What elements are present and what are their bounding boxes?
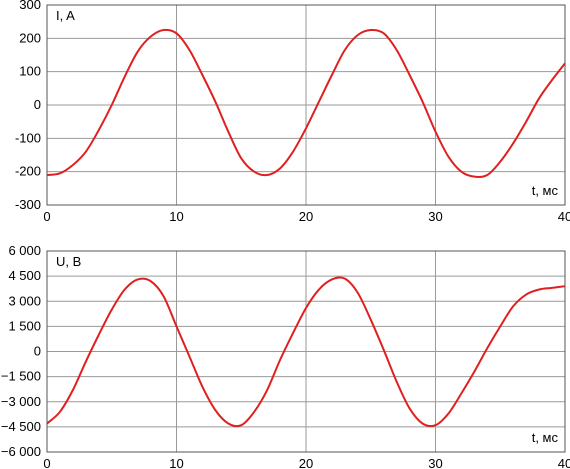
x-tick-label: 30 <box>428 209 442 224</box>
x-tick-label: 20 <box>299 209 313 224</box>
series-line <box>46 276 566 428</box>
y-tick-label: 100 <box>19 64 41 79</box>
y-axis-label: U, В <box>56 254 81 269</box>
y-tick-label: 4 500 <box>8 268 41 283</box>
y-tick-label: −3 000 <box>1 394 41 409</box>
x-tick-label: 20 <box>299 456 313 469</box>
x-axis-label: t, мс <box>532 430 559 445</box>
series-line <box>46 28 566 179</box>
voltage-chart-panel: 6 000 4 500 3 000 1 500 0 −1 500 −3 000 −4 500 −… <box>1 243 570 469</box>
y-tick-label: 0 <box>34 97 41 112</box>
x-tick-label: 40 <box>558 456 570 469</box>
x-tick-label: 10 <box>169 456 183 469</box>
plot-frame <box>46 250 566 453</box>
x-tick-label: 0 <box>43 456 50 469</box>
y-tick-label: -300 <box>15 197 41 212</box>
y-axis-label: I, A <box>56 8 75 23</box>
y-tick-label: 6 000 <box>8 243 41 258</box>
y-tick-label: −1 500 <box>1 369 41 384</box>
y-tick-label: 200 <box>19 30 41 45</box>
x-tick-label: 30 <box>428 456 442 469</box>
y-tick-label: −6 000 <box>1 444 41 459</box>
y-tick-label: 300 <box>19 0 41 12</box>
x-tick-label: 40 <box>558 209 570 224</box>
y-tick-label: 1 500 <box>8 318 41 333</box>
x-tick-label: 10 <box>169 209 183 224</box>
y-tick-label: 3 000 <box>8 293 41 308</box>
x-tick-label: 0 <box>43 209 50 224</box>
y-tick-label: 0 <box>34 344 41 359</box>
y-tick-label: −4 500 <box>1 419 41 434</box>
y-tick-label: -200 <box>15 164 41 179</box>
x-axis-label: t, мс <box>532 183 559 198</box>
y-tick-label: -100 <box>15 130 41 145</box>
plot-frame <box>46 4 566 206</box>
